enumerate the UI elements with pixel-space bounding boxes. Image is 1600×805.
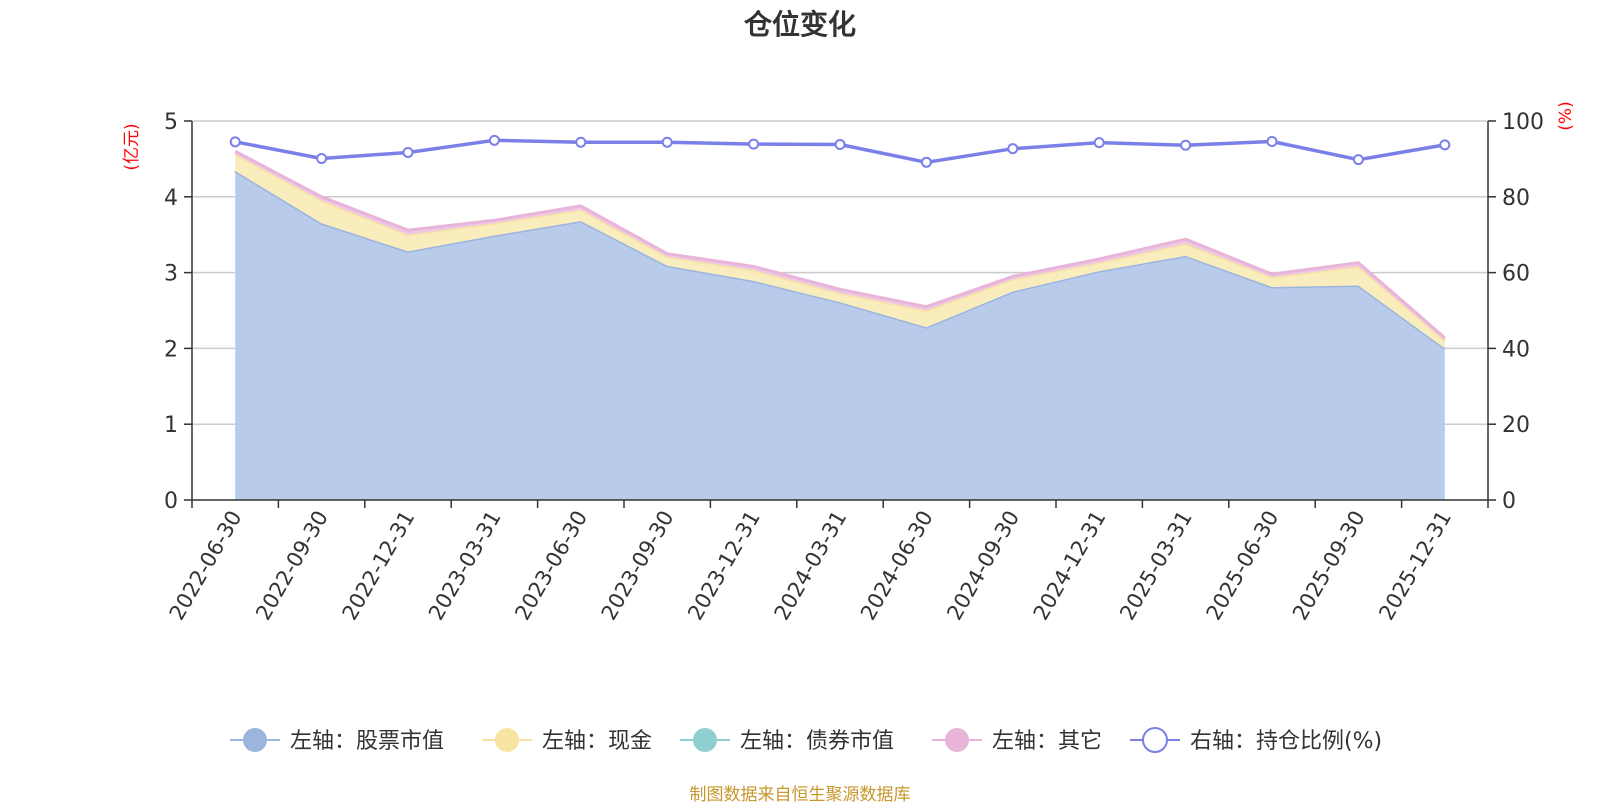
chart-title: 仓位变化	[743, 8, 856, 41]
legend-marker	[693, 728, 717, 752]
left-axis-unit: (亿元)	[122, 123, 142, 170]
legend-marker	[945, 728, 969, 752]
legend-item-3: 左轴：其它	[932, 728, 1102, 754]
legend-marker	[495, 728, 519, 752]
legend-marker	[243, 728, 267, 752]
legend-item-2: 左轴：债券市值	[680, 728, 894, 754]
right-tick-label: 60	[1502, 262, 1530, 287]
ratio-point	[402, 146, 414, 158]
ratio-point	[920, 156, 932, 168]
left-tick-label: 2	[164, 337, 178, 362]
ratio-point	[229, 136, 241, 148]
ratio-point	[1007, 143, 1019, 155]
x-tick-label: 2022-09-30	[251, 507, 333, 625]
x-tick-label: 2024-03-31	[770, 507, 852, 625]
left-tick-label: 1	[164, 413, 178, 438]
x-tick-label: 2024-06-30	[856, 507, 938, 625]
legend-item-4: 右轴：持仓比例(%)	[1130, 727, 1382, 754]
ratio-point	[1180, 139, 1192, 151]
legend-item-1: 左轴：现金	[482, 728, 652, 754]
right-tick-label: 40	[1502, 337, 1530, 362]
legend-label: 左轴：债券市值	[740, 729, 894, 754]
ratio-point	[748, 138, 760, 150]
source-footer: 制图数据来自恒生聚源数据库	[689, 785, 911, 805]
x-tick-label: 2024-12-31	[1029, 507, 1111, 625]
x-tick-label: 2025-09-30	[1288, 507, 1370, 625]
ratio-point	[316, 153, 328, 165]
ratio-point	[1352, 154, 1364, 166]
ratio-point	[575, 136, 587, 148]
left-tick-label: 3	[164, 262, 178, 287]
x-tick-label: 2024-09-30	[942, 507, 1024, 625]
legend-item-0: 左轴：股票市值	[230, 728, 444, 754]
x-tick-label: 2025-06-30	[1202, 507, 1284, 625]
x-tick-label: 2025-12-31	[1374, 507, 1456, 625]
area-series-0	[235, 171, 1445, 500]
x-tick-label: 2023-03-31	[424, 507, 506, 625]
x-tick-label: 2023-06-30	[510, 507, 592, 625]
x-tick-label: 2022-06-30	[165, 507, 247, 625]
line-layer	[229, 134, 1451, 168]
right-tick-label: 80	[1502, 186, 1530, 211]
right-axis-unit: (%)	[1556, 101, 1576, 130]
ratio-point	[834, 138, 846, 150]
left-tick-label: 0	[164, 489, 178, 514]
legend-layer: 左轴：股票市值 左轴：现金 左轴：债券市值 左轴：其它 右轴：持仓比例(%)	[230, 727, 1382, 754]
legend-label: 左轴：股票市值	[290, 729, 444, 754]
ratio-point	[1266, 135, 1278, 147]
right-tick-label: 100	[1502, 110, 1544, 135]
ratio-point	[488, 134, 500, 146]
x-tick-label: 2025-03-31	[1115, 507, 1197, 625]
legend-label: 左轴：其它	[992, 729, 1102, 754]
area-edge-series-3	[234, 149, 1446, 339]
x-tick-label: 2023-09-30	[597, 507, 679, 625]
ratio-point	[661, 136, 673, 148]
x-tick-label: 2023-12-31	[683, 507, 765, 625]
x-tick-label: 2022-12-31	[338, 507, 420, 625]
ratio-point	[1439, 139, 1451, 151]
ratio-point	[1093, 137, 1105, 149]
right-tick-label: 0	[1502, 489, 1516, 514]
legend-label: 右轴：持仓比例(%)	[1190, 729, 1382, 754]
legend-marker	[1142, 727, 1168, 753]
legend-label: 左轴：现金	[542, 729, 652, 754]
right-tick-label: 20	[1502, 413, 1530, 438]
area-layer	[234, 149, 1446, 500]
left-tick-label: 5	[164, 110, 178, 135]
left-tick-label: 4	[164, 186, 178, 211]
